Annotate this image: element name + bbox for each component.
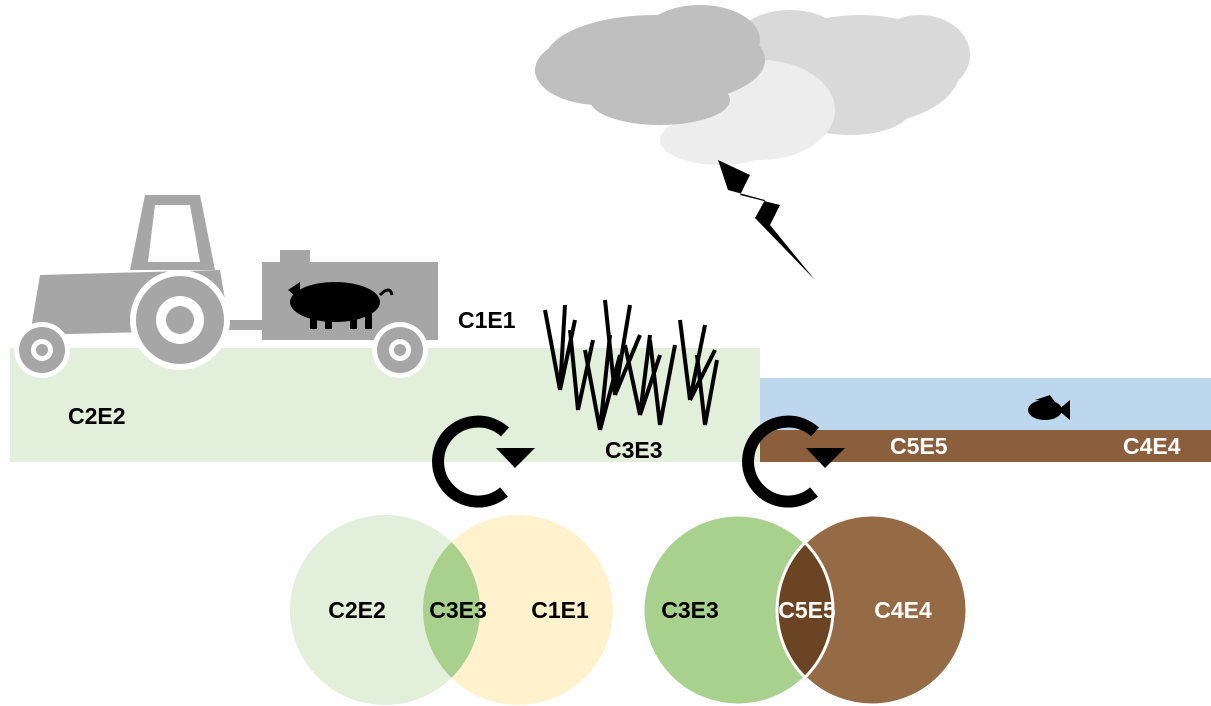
- venn-label: C1E1: [531, 597, 589, 623]
- scene-label: C4E4: [1123, 433, 1181, 459]
- lightning: [718, 160, 815, 280]
- scene-label: C5E5: [890, 433, 948, 459]
- venn-label: C4E4: [874, 597, 932, 623]
- water: [760, 378, 1211, 430]
- venn: C3E3 C5E5 C4E4: [643, 515, 967, 705]
- clouds: [535, 5, 970, 165]
- venn-label: C3E3: [661, 597, 719, 623]
- venn-label: C3E3: [429, 597, 487, 623]
- venn-label: C5E5: [778, 597, 836, 623]
- scene-label: C1E1: [458, 307, 516, 333]
- diagram: C1E1 C2E2 C3E3 C5E5 C4E4 C2E2 C3E3 C1E1 …: [0, 0, 1211, 706]
- venn-label: C2E2: [328, 597, 386, 623]
- scene-label: C3E3: [605, 437, 663, 463]
- scene-label: C2E2: [68, 403, 126, 429]
- venn: C2E2 C3E3 C1E1: [290, 515, 613, 705]
